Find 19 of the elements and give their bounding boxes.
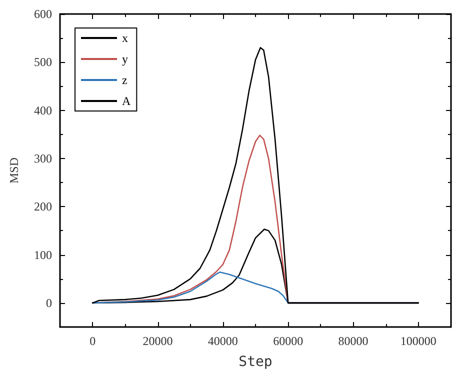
y-tick-label: 0 [46, 296, 52, 310]
y-tick-label: 200 [34, 200, 52, 214]
y-tick-label: 100 [34, 248, 52, 262]
x-tick-label: 100000 [400, 334, 436, 348]
x-tick-label: 40000 [208, 334, 238, 348]
legend-label: x [122, 31, 128, 45]
x-tick-label: 0 [90, 334, 96, 348]
y-tick-label: 300 [34, 151, 52, 166]
legend-label: A [122, 94, 131, 108]
x-tick-label: 20000 [142, 334, 173, 348]
y-axis-title: MSD [7, 157, 21, 184]
x-tick-label: 60000 [273, 334, 304, 348]
y-tick-label: 400 [34, 103, 52, 118]
x-axis-title: Step [238, 354, 272, 370]
y-tick-label: 600 [34, 7, 52, 21]
x-tick-label: 80000 [338, 334, 368, 348]
legend-label: z [122, 73, 128, 87]
y-tick-label: 500 [34, 55, 52, 70]
legend-label: y [122, 52, 128, 66]
